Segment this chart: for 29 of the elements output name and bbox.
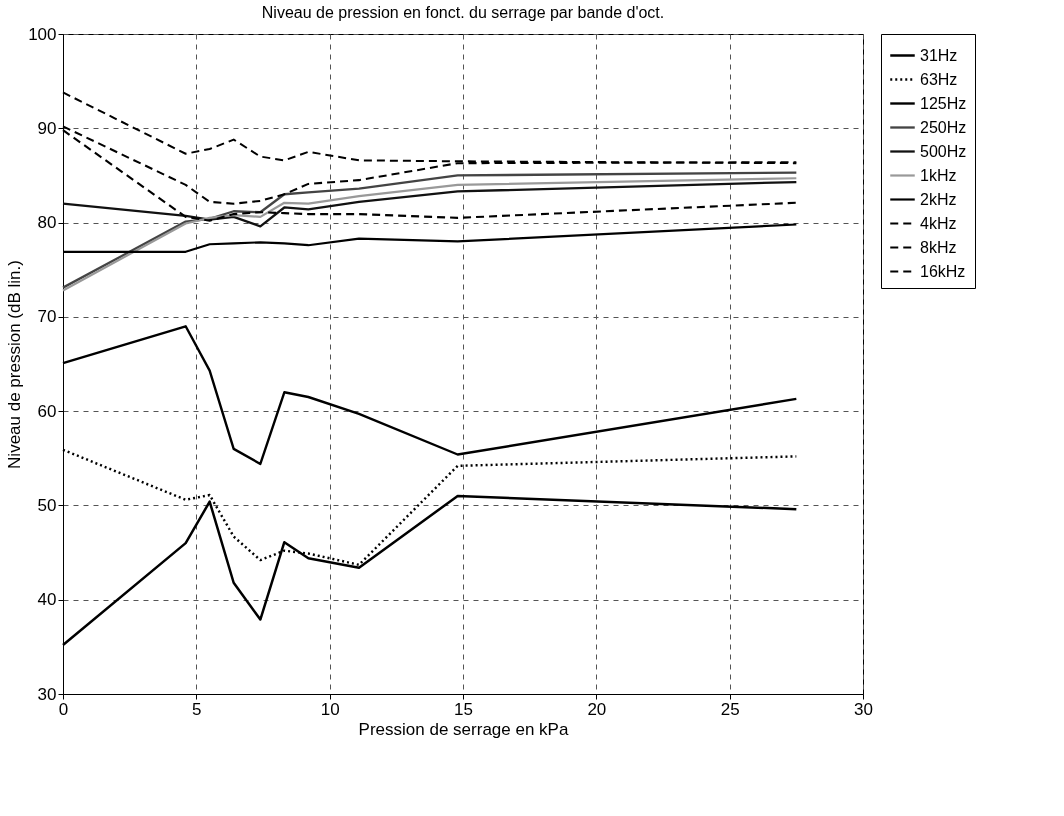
x-tick-label: 25 [720,699,740,719]
x-axis-title: Pression de serrage en kPa [358,719,569,739]
legend-label: 500Hz [920,142,967,160]
x-tick-label: 20 [587,699,607,719]
legend-label: 31Hz [920,46,958,64]
x-tick-label: 30 [854,699,873,719]
legend-label: 63Hz [920,70,958,88]
y-tick-label: 50 [37,495,57,515]
legend-label: 2kHz [920,190,957,208]
y-tick-label: 40 [37,590,57,610]
x-tick-label: 0 [58,699,69,719]
legend-label: 125Hz [920,94,967,112]
legend-label: 1kHz [920,166,957,184]
chart-title: Niveau de pression en fonct. du serrage par bande d'oct. [261,4,665,21]
x-tick-label: 5 [192,699,202,719]
legend-label: 250Hz [920,118,967,136]
y-tick-label: 100 [28,24,57,44]
y-tick-label: 80 [37,213,57,233]
y-tick-label: 60 [37,401,57,421]
line-series [61,180,798,228]
y-tick-label: 90 [37,118,57,138]
legend-label: 16kHz [920,262,966,280]
x-tick-label: 10 [320,699,340,719]
y-axis-title: Niveau de pression (dB lin.) [5,260,25,469]
legend-label: 8kHz [920,238,957,256]
y-tick-label: 30 [37,684,57,704]
x-tick-label: 15 [454,699,473,719]
y-tick-label: 70 [37,307,57,327]
legend-label: 4kHz [920,214,957,232]
